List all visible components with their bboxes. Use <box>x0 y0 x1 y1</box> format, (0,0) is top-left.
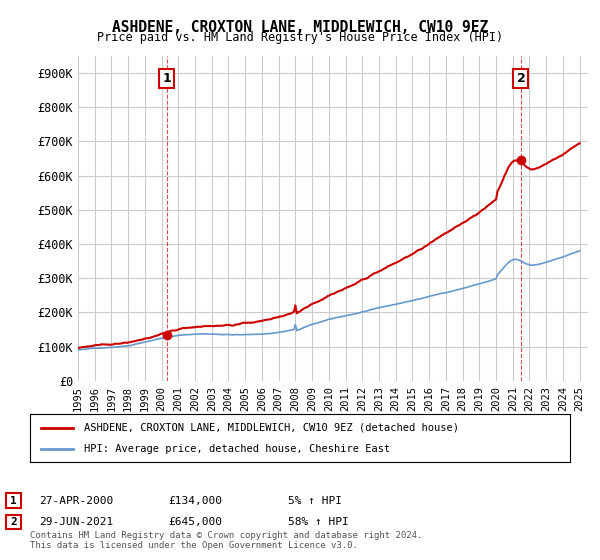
Text: Contains HM Land Registry data © Crown copyright and database right 2024.
This d: Contains HM Land Registry data © Crown c… <box>30 530 422 550</box>
Text: Price paid vs. HM Land Registry's House Price Index (HPI): Price paid vs. HM Land Registry's House … <box>97 31 503 44</box>
Text: £645,000: £645,000 <box>168 517 222 527</box>
Text: 5% ↑ HPI: 5% ↑ HPI <box>288 496 342 506</box>
Text: 2: 2 <box>517 72 526 85</box>
Text: £134,000: £134,000 <box>168 496 222 506</box>
Text: 2: 2 <box>10 517 17 527</box>
Text: ASHDENE, CROXTON LANE, MIDDLEWICH, CW10 9EZ (detached house): ASHDENE, CROXTON LANE, MIDDLEWICH, CW10 … <box>84 423 459 433</box>
Text: 29-JUN-2021: 29-JUN-2021 <box>39 517 113 527</box>
Text: HPI: Average price, detached house, Cheshire East: HPI: Average price, detached house, Ches… <box>84 444 390 454</box>
Text: 1: 1 <box>163 72 172 85</box>
Text: 1: 1 <box>10 496 17 506</box>
Text: 27-APR-2000: 27-APR-2000 <box>39 496 113 506</box>
Text: 58% ↑ HPI: 58% ↑ HPI <box>288 517 349 527</box>
Text: ASHDENE, CROXTON LANE, MIDDLEWICH, CW10 9EZ: ASHDENE, CROXTON LANE, MIDDLEWICH, CW10 … <box>112 20 488 35</box>
